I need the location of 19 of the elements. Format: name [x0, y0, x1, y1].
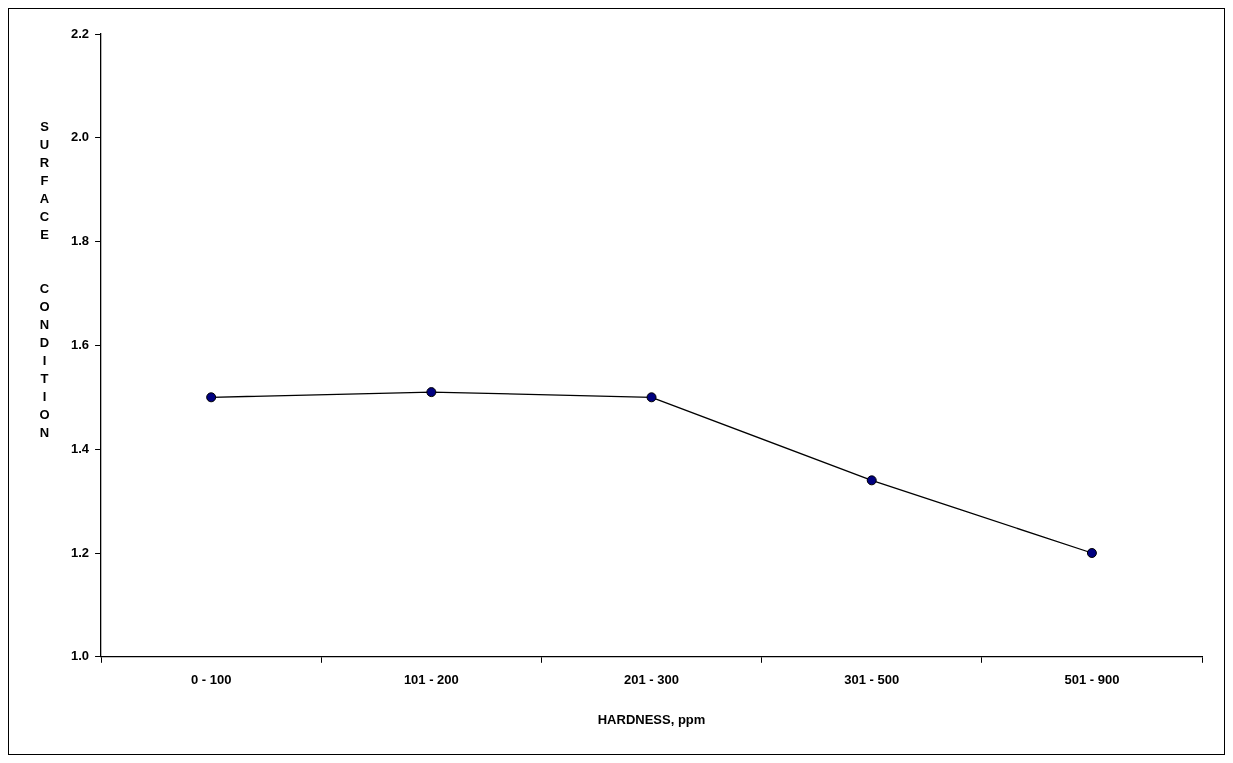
y-axis-title: SURFACE CONDITION — [37, 119, 52, 443]
point — [426, 387, 437, 398]
x-tick-label: 0 - 100 — [190, 672, 232, 688]
y-tick-label: 1.4 — [70, 440, 90, 456]
y-tick-label: 1.8 — [70, 233, 90, 249]
y-tick-label: 1.0 — [70, 648, 90, 664]
x-tick-label: 301 - 500 — [844, 672, 900, 688]
x-tick-label: 201 - 300 — [624, 672, 679, 688]
point — [646, 392, 657, 403]
y-tick-label: 1.2 — [70, 544, 90, 560]
point — [206, 392, 217, 403]
point — [866, 475, 877, 486]
y-tick-label: 2.2 — [70, 25, 90, 41]
x-axis-title: HARDNESS, ppm — [597, 711, 706, 727]
x-tick-label: 501 - 900 — [1064, 672, 1120, 688]
y-tick-label: 2.0 — [70, 129, 90, 145]
x-tick-label: 101 - 200 — [403, 672, 459, 688]
y-tick-label: 1.6 — [70, 336, 90, 352]
point — [1086, 548, 1097, 558]
